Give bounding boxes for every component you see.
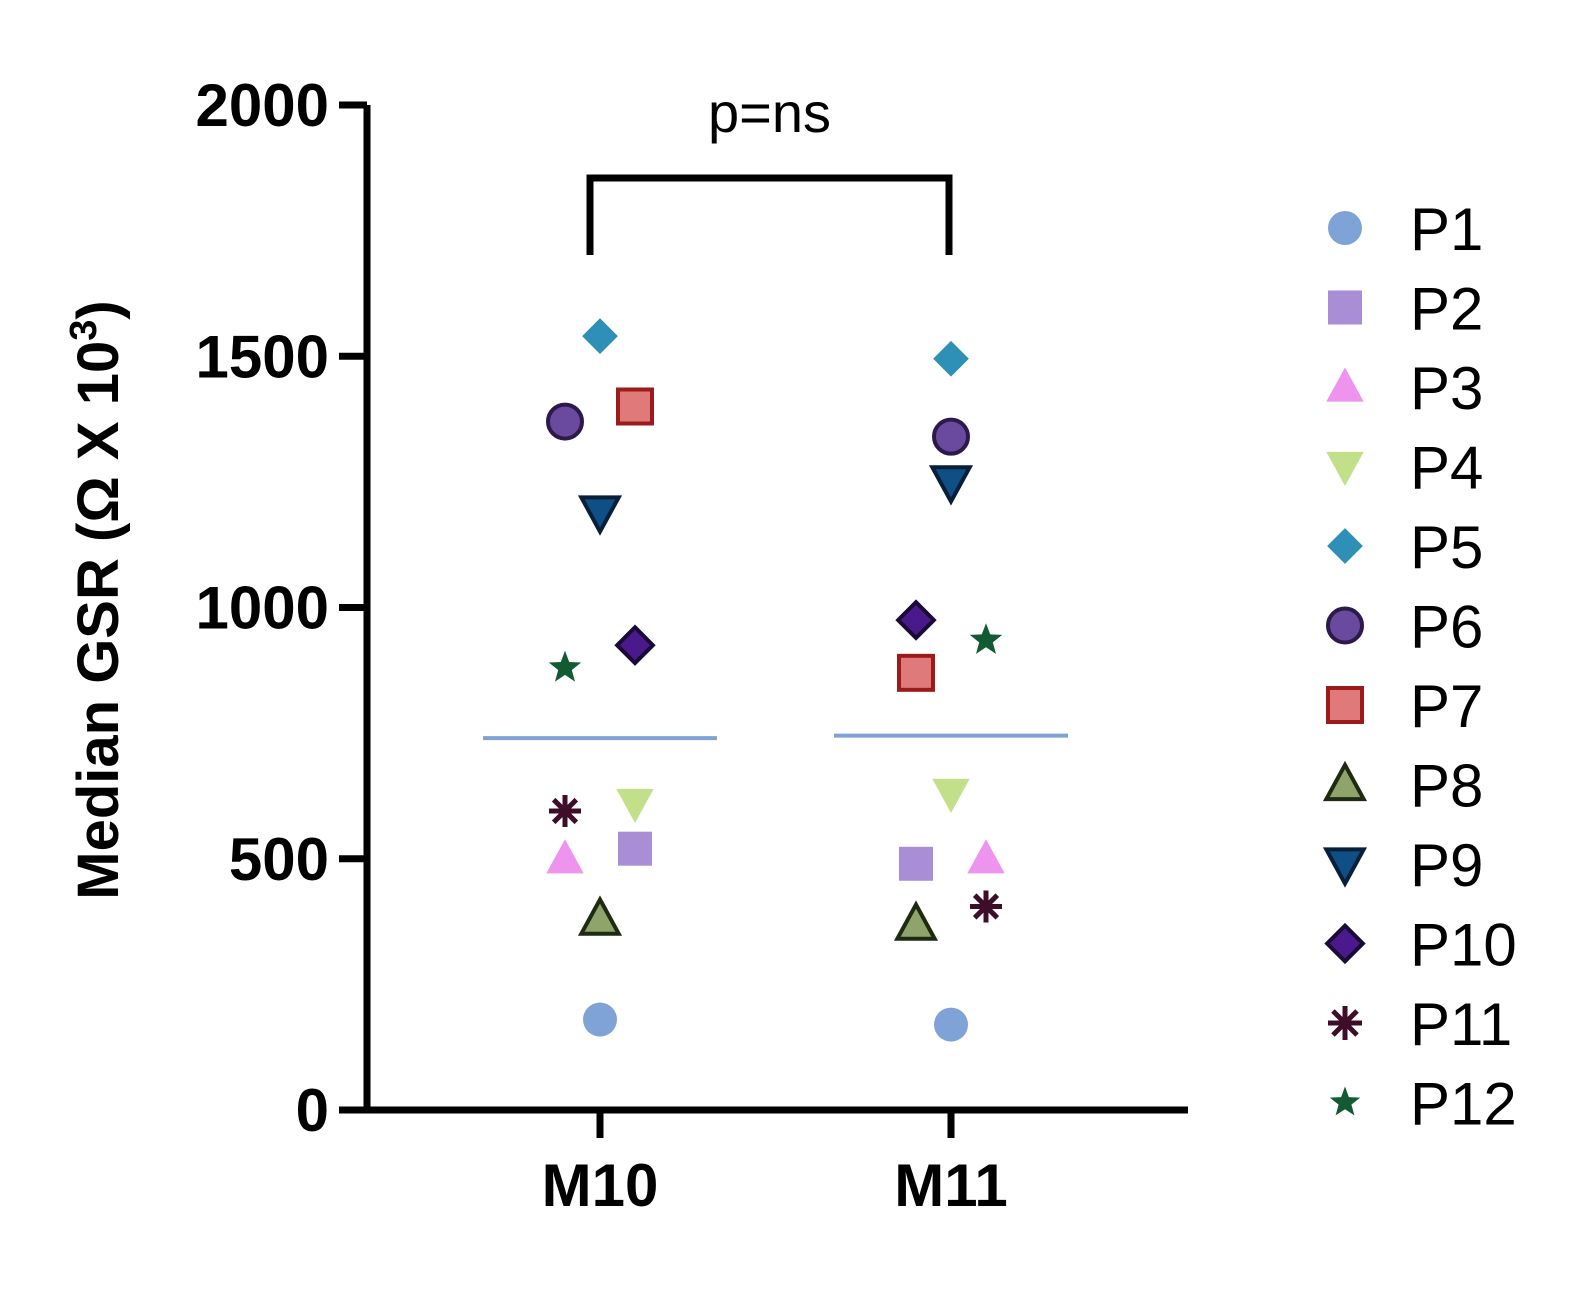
significance-bracket: p=ns — [586, 81, 953, 255]
legend-marker-P12 — [1329, 1086, 1361, 1116]
y-tick-label-0: 0 — [296, 1077, 329, 1144]
point-P2-M10 — [618, 831, 652, 866]
legend-label-P11: P11 — [1410, 991, 1512, 1058]
legend-label-P4: P4 — [1410, 435, 1483, 502]
point-P6-M11 — [932, 417, 970, 456]
x-tick-label-M10: M10 — [542, 1152, 659, 1219]
legend-marker-P10 — [1324, 922, 1366, 965]
legend-marker-P6 — [1326, 606, 1364, 645]
y-tick-label-2000: 2000 — [196, 72, 329, 139]
point-P11-M11 — [970, 890, 1002, 923]
axes: 0 500 1000 1500 2000 M10 M11 Median GSR (Ω X 10… — [63, 72, 1188, 1219]
y-axis-label: Median GSR (Ω X 103) — [63, 300, 131, 899]
legend-marker-P9 — [1322, 847, 1368, 888]
point-P3-M11 — [967, 839, 1005, 874]
point-P4-M10 — [616, 788, 654, 824]
point-P5-M10 — [582, 318, 618, 354]
point-P11-M11-stroke — [972, 893, 1000, 920]
point-P11-M10-stroke — [551, 797, 579, 825]
point-P1-M11 — [934, 1007, 968, 1042]
bracket-line — [586, 174, 953, 255]
point-P8-M10 — [577, 895, 623, 936]
legend-label-P6: P6 — [1410, 594, 1483, 661]
x-tick-label-M11: M11 — [894, 1152, 1007, 1219]
data-points — [546, 318, 1005, 1042]
point-P9-M11 — [928, 465, 974, 506]
point-P1-M10 — [583, 1002, 617, 1037]
legend-marker-P3 — [1326, 367, 1364, 402]
significance-label: p=ns — [708, 81, 831, 144]
legend-label-P12: P12 — [1410, 1071, 1517, 1138]
point-P6-M10 — [546, 402, 584, 441]
legend-label-P8: P8 — [1410, 753, 1483, 820]
point-P8-M11 — [893, 900, 939, 941]
legend: P1 P2 P3 P4 P5 P6 P7 P8 P9 P10 P11 P12 — [1322, 196, 1517, 1138]
point-P2-M11 — [899, 846, 933, 881]
point-P10-M11 — [895, 599, 937, 641]
legend-marker-P4 — [1326, 451, 1364, 487]
legend-marker-P1 — [1328, 211, 1362, 245]
legend-marker-P11-stroke — [1331, 1009, 1359, 1037]
legend-marker-P5 — [1327, 528, 1363, 564]
point-P3-M10 — [546, 839, 584, 874]
legend-label-P3: P3 — [1410, 355, 1483, 422]
legend-marker-P8 — [1322, 760, 1368, 802]
legend-label-P10: P10 — [1410, 912, 1517, 979]
point-P10-M10 — [614, 624, 656, 666]
point-P11-M10 — [549, 795, 581, 828]
median-lines — [483, 733, 1068, 741]
y-tick-label-1000: 1000 — [196, 575, 329, 642]
legend-marker-P11 — [1328, 1006, 1362, 1040]
legend-marker-P2 — [1328, 290, 1362, 325]
legend-label-P2: P2 — [1410, 276, 1483, 343]
point-P12-M11 — [969, 623, 1003, 654]
point-P4-M11 — [932, 778, 970, 813]
legend-label-P1: P1 — [1410, 196, 1483, 263]
point-P7-M10 — [616, 387, 654, 426]
point-P7-M11 — [897, 653, 935, 692]
y-tick-label-500: 500 — [229, 826, 329, 893]
point-P9-M10 — [577, 495, 623, 536]
point-P5-M11 — [933, 340, 969, 377]
legend-label-P5: P5 — [1410, 514, 1483, 581]
legend-marker-P7 — [1326, 686, 1364, 724]
y-tick-label-1500: 1500 — [196, 323, 329, 390]
legend-label-P7: P7 — [1410, 673, 1483, 740]
point-P12-M10 — [548, 650, 582, 682]
legend-label-P9: P9 — [1410, 832, 1483, 899]
